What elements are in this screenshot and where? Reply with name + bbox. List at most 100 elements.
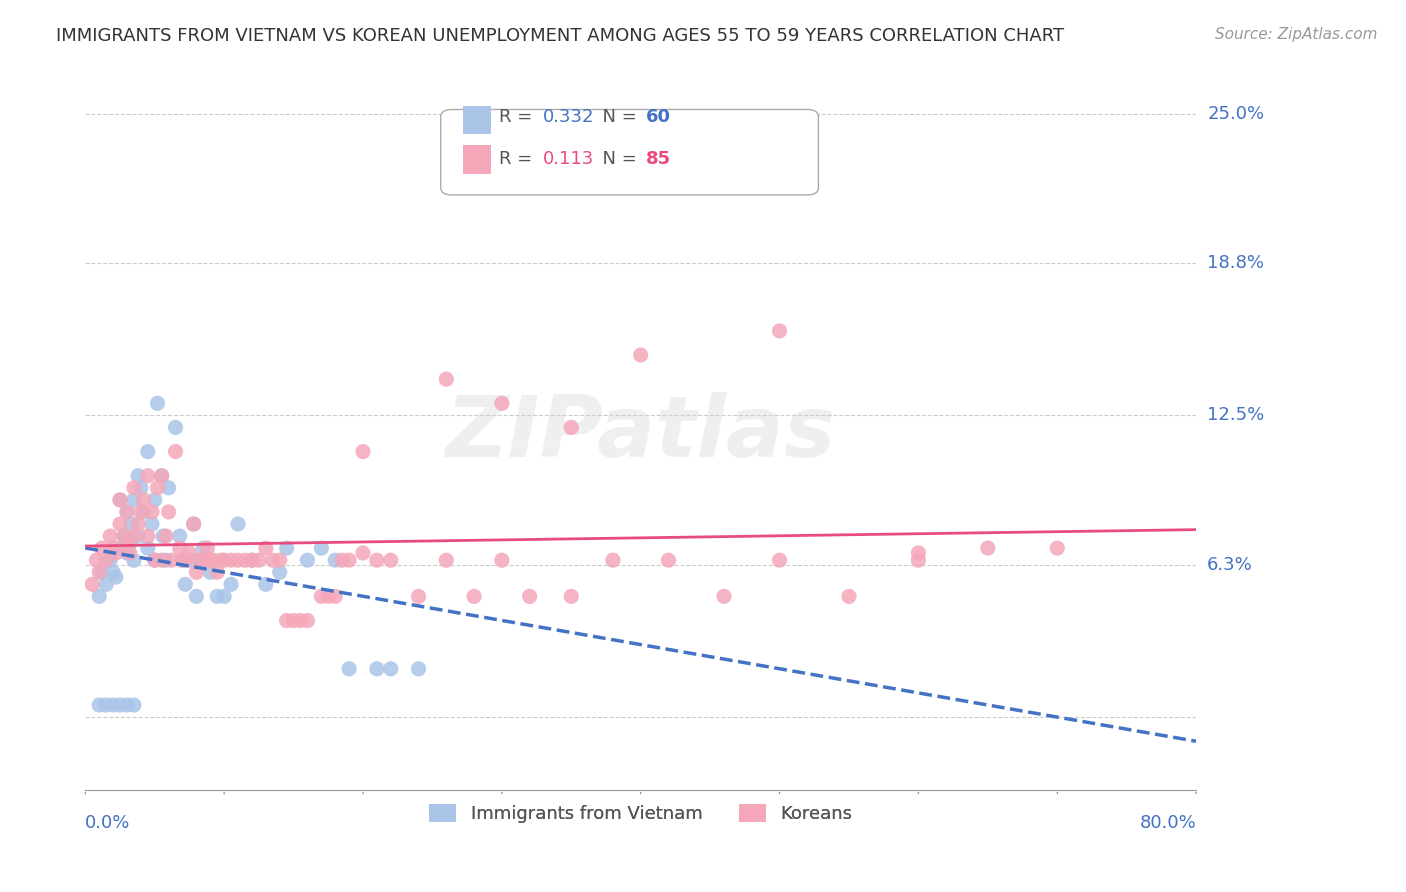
Point — [323, 590, 346, 604]
Point — [491, 396, 513, 410]
Point — [108, 516, 131, 531]
Point — [118, 536, 141, 550]
Point — [82, 577, 104, 591]
Point — [276, 541, 298, 555]
Point — [108, 492, 131, 507]
Point — [108, 492, 131, 507]
Point — [907, 546, 929, 560]
Point — [262, 553, 284, 567]
Point — [108, 698, 131, 712]
Point — [136, 541, 159, 555]
Point — [1046, 541, 1069, 555]
Text: 12.5%: 12.5% — [1208, 407, 1264, 425]
Point — [463, 590, 485, 604]
Point — [311, 541, 333, 555]
Point — [330, 553, 353, 567]
Point — [157, 505, 180, 519]
Point — [212, 590, 235, 604]
Point — [297, 614, 319, 628]
Text: 18.8%: 18.8% — [1208, 254, 1264, 272]
Point — [89, 590, 111, 604]
Point — [91, 566, 114, 580]
Point — [104, 570, 127, 584]
Point — [186, 590, 208, 604]
Point — [172, 553, 194, 567]
Point — [337, 553, 360, 567]
Text: 80.0%: 80.0% — [1139, 814, 1197, 832]
Point — [101, 698, 124, 712]
Bar — [463, 106, 491, 135]
Text: Source: ZipAtlas.com: Source: ZipAtlas.com — [1215, 27, 1378, 42]
Point — [254, 577, 277, 591]
Point — [907, 553, 929, 567]
Point — [122, 481, 145, 495]
Point — [352, 546, 374, 560]
Point — [115, 505, 138, 519]
Point — [205, 566, 228, 580]
Point — [247, 553, 270, 567]
Point — [434, 372, 457, 386]
Point — [408, 590, 430, 604]
Point — [183, 516, 205, 531]
Point — [519, 590, 541, 604]
Text: 0.332: 0.332 — [543, 108, 595, 126]
Point — [127, 468, 149, 483]
Point — [115, 698, 138, 712]
Point — [491, 553, 513, 567]
Bar — [463, 145, 491, 174]
Point — [172, 553, 194, 567]
Text: 85: 85 — [647, 151, 672, 169]
Point — [165, 444, 187, 458]
Text: 0.113: 0.113 — [543, 151, 595, 169]
Point — [193, 541, 215, 555]
Point — [165, 420, 187, 434]
Point — [179, 546, 201, 560]
Point — [352, 444, 374, 458]
Point — [120, 516, 142, 531]
Point — [630, 348, 652, 362]
Point — [94, 577, 117, 591]
Point — [143, 553, 166, 567]
Point — [143, 553, 166, 567]
Point — [337, 662, 360, 676]
Point — [127, 516, 149, 531]
Point — [188, 553, 211, 567]
Point — [112, 529, 135, 543]
Point — [174, 577, 197, 591]
Point — [197, 541, 219, 555]
Point — [150, 553, 173, 567]
Point — [254, 541, 277, 555]
Point — [98, 553, 121, 567]
Point — [86, 553, 108, 567]
Point — [152, 529, 174, 543]
Point — [169, 529, 191, 543]
Point — [179, 553, 201, 567]
Point — [101, 541, 124, 555]
Legend: Immigrants from Vietnam, Koreans: Immigrants from Vietnam, Koreans — [422, 797, 859, 830]
Point — [205, 590, 228, 604]
Text: N =: N = — [591, 108, 643, 126]
Text: N =: N = — [591, 151, 643, 169]
Point — [226, 516, 249, 531]
Point — [434, 553, 457, 567]
Point — [143, 492, 166, 507]
Text: 25.0%: 25.0% — [1208, 104, 1264, 122]
Point — [408, 662, 430, 676]
Point — [380, 662, 402, 676]
Point — [101, 566, 124, 580]
Point — [297, 553, 319, 567]
FancyBboxPatch shape — [440, 110, 818, 195]
Point — [155, 529, 177, 543]
Point — [183, 516, 205, 531]
Point — [233, 553, 256, 567]
Point — [94, 698, 117, 712]
Text: 0.0%: 0.0% — [86, 814, 131, 832]
Point — [89, 566, 111, 580]
Point — [112, 529, 135, 543]
Point — [169, 541, 191, 555]
Point — [276, 614, 298, 628]
Point — [136, 529, 159, 543]
Point — [977, 541, 1000, 555]
Point — [713, 590, 735, 604]
Point — [186, 566, 208, 580]
